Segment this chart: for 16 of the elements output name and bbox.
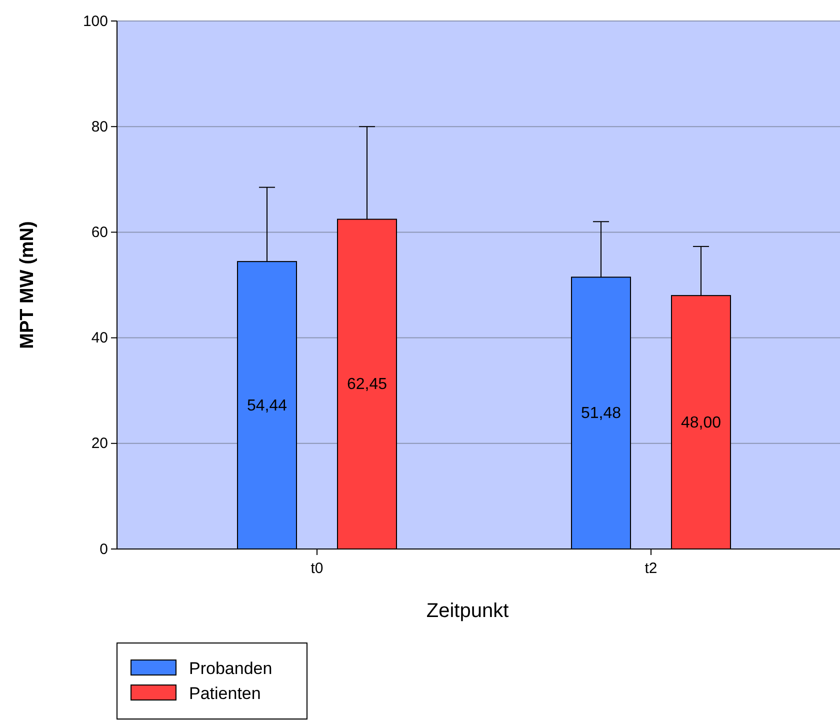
- x-tick-label: t0: [310, 560, 324, 577]
- y-tick-label: 40: [91, 330, 108, 347]
- y-tick-label: 100: [82, 12, 108, 30]
- data-label: 62,45: [346, 376, 388, 394]
- data-label: 48,00: [680, 414, 722, 432]
- y-tick-label: 0: [100, 540, 108, 558]
- y-tick-label: 20: [91, 435, 108, 452]
- y-tick-label: 80: [91, 118, 108, 136]
- legend-label: Patienten: [189, 684, 261, 703]
- data-label: 54,44: [246, 397, 288, 414]
- x-tick-label: t2: [644, 560, 658, 577]
- y-axis-title: MPT MW (mN): [17, 221, 38, 349]
- data-label: 51,48: [580, 405, 622, 422]
- legend-label: Probanden: [189, 659, 272, 678]
- x-axis-title: Zeitpunkt: [426, 600, 510, 622]
- y-tick-label: 60: [91, 224, 108, 241]
